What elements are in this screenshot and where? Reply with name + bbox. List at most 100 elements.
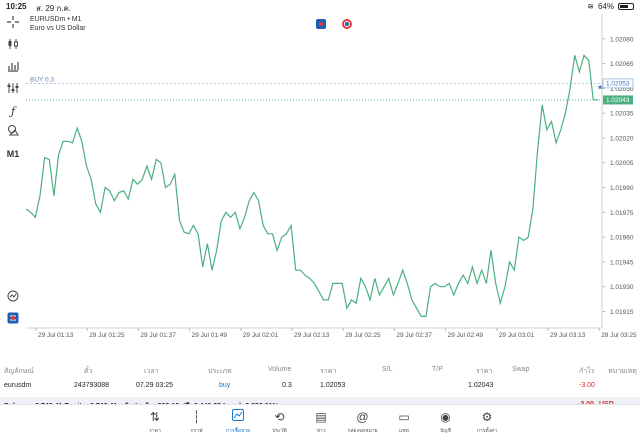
- nav-label: บัญชี: [440, 428, 451, 434]
- x-tick-label: 29 Jul 01:49: [192, 332, 228, 339]
- position-price: 1.02053: [320, 382, 346, 389]
- column-header[interactable]: กำไร: [579, 368, 595, 375]
- column-header[interactable]: S/L: [382, 366, 393, 373]
- price-labels: BUY 0.3 1.02053 1.02043★: [30, 76, 634, 105]
- nav-item-settings[interactable]: ⚙ การตั้งค่า: [467, 409, 507, 435]
- buy-line-label: BUY 0.3: [30, 76, 54, 83]
- y-tick-label: 1.02035: [610, 111, 634, 118]
- nav-label: กล่องจดหมาย: [347, 428, 378, 434]
- status-time: 10:25: [6, 2, 27, 11]
- crosshair-icon[interactable]: [4, 16, 22, 32]
- nav-item-trade[interactable]: การซื้อขาย: [218, 409, 258, 435]
- bottom-navigation: ⇅ ราคา ┆ กราฟ การซื้อขาย ⟲ ประวัติ ▤ ข่าว @ กล่องจ…: [0, 404, 640, 447]
- y-tick-label: 1.01990: [610, 185, 634, 192]
- battery-percent: 64%: [597, 2, 614, 11]
- x-tick-label: 29 Jul 02:13: [294, 332, 330, 339]
- status-date: ส. 29 ก.ค.: [36, 4, 72, 13]
- y-tick-label: 1.02020: [610, 135, 634, 142]
- chat-icon: ▭: [398, 410, 410, 424]
- symbol-title: EURUSDm • M1: [30, 16, 82, 23]
- status-bar: 10:25 ส. 29 ก.ค. ≋ 64%: [0, 0, 640, 14]
- wifi-icon: ≋: [587, 2, 594, 11]
- column-header[interactable]: เวลา: [144, 368, 159, 375]
- position-ticket: 243793088: [74, 382, 110, 389]
- positions-table-header: สัญลักษณ์ ตั๋ว เวลา ประเภท Volume ราคา S/L T/P ร…: [0, 366, 640, 378]
- objects-icon[interactable]: [4, 124, 22, 140]
- position-profit: -3.00: [579, 382, 595, 389]
- nav-label: กราฟ: [190, 428, 203, 434]
- column-header[interactable]: ตั๋ว: [84, 368, 93, 375]
- column-header[interactable]: T/P: [432, 366, 443, 373]
- chart-top-icons: [316, 19, 352, 29]
- y-axis: 1.02080 1.02065 1.02050 1.02035 1.02020 1.020…: [601, 14, 634, 328]
- price-chart[interactable]: 1.02080 1.02065 1.02050 1.02035 1.02020 1.020…: [26, 14, 640, 354]
- nav-label: แชท: [399, 428, 409, 434]
- nav-item-quotes[interactable]: ⇅ ราคา: [135, 409, 175, 435]
- y-tick-label: 1.01945: [610, 259, 634, 266]
- nav-item-accounts[interactable]: ◉ บัญชี: [426, 409, 466, 435]
- column-header[interactable]: Swap: [512, 366, 530, 373]
- nav-item-candles[interactable]: ┆ กราฟ: [177, 409, 217, 435]
- chart-area[interactable]: EURUSDm • M1 Euro vs US Dollar 1.02080 1.…: [26, 14, 640, 354]
- chart-toolbar: ƒ M1: [0, 14, 26, 354]
- y-tick-label: 1.01975: [610, 210, 634, 217]
- y-tick-label: 1.02050: [610, 86, 634, 93]
- trade-panel-icon[interactable]: [316, 19, 326, 29]
- x-tick-label: 29 Jul 03:13: [550, 332, 586, 339]
- column-header[interactable]: ราคา: [320, 368, 337, 375]
- settings-icon: ⚙: [481, 410, 493, 424]
- y-tick-label: 1.01930: [610, 284, 634, 291]
- nav-item-news[interactable]: ▤ ข่าว: [301, 409, 341, 435]
- x-axis: 29 Jul 01:13 29 Jul 01:25 29 Jul 01:37 29 J…: [26, 327, 637, 339]
- mailbox-icon: @: [356, 410, 369, 424]
- nav-item-history[interactable]: ⟲ ประวัติ: [260, 409, 300, 435]
- status-right: ≋ 64%: [587, 2, 634, 11]
- nav-label: ประวัติ: [272, 428, 287, 434]
- x-tick-label: 29 Jul 02:01: [243, 332, 279, 339]
- y-tick-label: 1.01960: [610, 235, 634, 242]
- accounts-icon: ◉: [440, 410, 451, 424]
- column-header[interactable]: ราคา: [476, 368, 493, 375]
- x-tick-label: 29 Jul 01:37: [140, 332, 176, 339]
- trade-marker-icon: ★: [597, 83, 603, 91]
- timeframe-button[interactable]: M1: [6, 149, 20, 159]
- quotes-icon: ⇅: [149, 410, 161, 424]
- column-header[interactable]: หมายเหตุ: [608, 368, 637, 375]
- x-tick-label: 29 Jul 03:01: [499, 332, 535, 339]
- nav-item-chat[interactable]: ▭ แชท: [384, 409, 424, 435]
- history-icon: ⟲: [274, 410, 285, 424]
- column-header[interactable]: สัญลักษณ์: [4, 368, 34, 375]
- nav-label: ข่าว: [316, 428, 326, 434]
- candles-icon: ┆: [192, 410, 201, 424]
- y-tick-label: 1.02065: [610, 61, 634, 68]
- y-tick-label: 1.02080: [610, 36, 634, 43]
- y-tick-label: 1.01915: [610, 309, 634, 316]
- function-icon[interactable]: ƒ: [10, 105, 16, 118]
- y-tick-label: 1.02005: [610, 160, 634, 167]
- trade-icon: [218, 409, 258, 425]
- position-time: 07.29 03:25: [136, 382, 173, 389]
- x-tick-label: 29 Jul 01:13: [38, 332, 74, 339]
- price-series-line: [26, 54, 598, 317]
- price-lines: [26, 83, 602, 101]
- position-current-price: 1.02043: [468, 382, 494, 389]
- depth-of-market-icon[interactable]: [342, 19, 352, 29]
- position-volume: 0.3: [282, 382, 292, 389]
- position-type: buy: [219, 382, 231, 389]
- zoom-icon[interactable]: [4, 290, 22, 306]
- nav-label: การตั้งค่า: [476, 428, 498, 434]
- bar-chart-icon[interactable]: [4, 60, 22, 76]
- candles-icon[interactable]: [4, 38, 22, 54]
- position-symbol: eurusdm: [4, 382, 32, 389]
- buy-price-tag: 1.02053: [606, 81, 630, 88]
- nav-item-mailbox[interactable]: @ กล่องจดหมาย: [343, 409, 383, 435]
- table-row[interactable]: eurusdm 243793088 07.29 03:25 buy 0.3 1.…: [0, 382, 640, 394]
- column-header[interactable]: ประเภท: [208, 368, 232, 375]
- x-tick-label: 29 Jul 02:37: [396, 332, 432, 339]
- one-click-trading-icon[interactable]: [4, 312, 22, 328]
- nav-label: การซื้อขาย: [225, 428, 251, 434]
- x-tick-label: 29 Jul 02:49: [448, 332, 484, 339]
- indicators-icon[interactable]: [4, 82, 22, 98]
- column-header[interactable]: Volume: [268, 366, 292, 373]
- news-icon: ▤: [315, 410, 327, 424]
